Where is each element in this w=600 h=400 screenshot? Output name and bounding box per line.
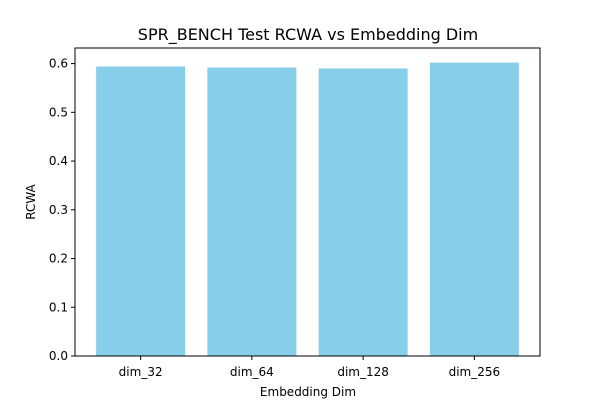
y-tick-label: 0.3	[49, 203, 68, 217]
bar-dim_128	[318, 68, 408, 356]
y-axis-ticks: 0.0 0.1 0.2 0.3 0.4 0.5 0.6	[49, 57, 75, 363]
plot-area-frame	[74, 47, 541, 357]
x-tick-label: dim_64	[230, 365, 274, 379]
y-tick-label: 0.4	[49, 154, 68, 168]
x-tick-label: dim_32	[119, 365, 163, 379]
y-axis-label: RCWA	[24, 183, 38, 219]
y-tick-label: 0.0	[49, 349, 68, 363]
y-tick-label: 0.2	[49, 252, 68, 266]
y-tick-label: 0.5	[49, 105, 68, 119]
y-tick-label: 0.1	[49, 300, 68, 314]
x-tick-label: dim_128	[337, 365, 389, 379]
y-tick-label: 0.6	[49, 57, 68, 71]
chart-title: SPR_BENCH Test RCWA vs Embedding Dim	[138, 25, 478, 45]
bars-group	[96, 62, 519, 357]
bar-dim_32	[96, 66, 186, 357]
bar-dim_64	[207, 67, 297, 357]
x-axis-label: Embedding Dim	[260, 385, 356, 399]
x-tick-label: dim_256	[449, 365, 501, 379]
x-axis-ticks: dim_32 dim_64 dim_128 dim_256	[119, 356, 500, 379]
bar-dim_256	[429, 62, 519, 357]
